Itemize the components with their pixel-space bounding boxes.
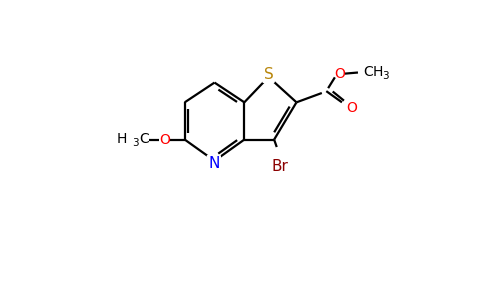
Text: H: H: [117, 132, 127, 146]
Text: 3: 3: [382, 71, 389, 81]
Text: C: C: [139, 132, 150, 146]
Text: Br: Br: [271, 159, 288, 174]
Text: S: S: [264, 67, 273, 82]
Text: O: O: [346, 101, 357, 115]
Text: N: N: [208, 156, 219, 171]
Text: 3: 3: [133, 138, 139, 148]
Text: O: O: [334, 68, 345, 81]
Text: C: C: [363, 65, 373, 79]
Text: O: O: [159, 133, 170, 147]
Text: H: H: [373, 65, 383, 79]
